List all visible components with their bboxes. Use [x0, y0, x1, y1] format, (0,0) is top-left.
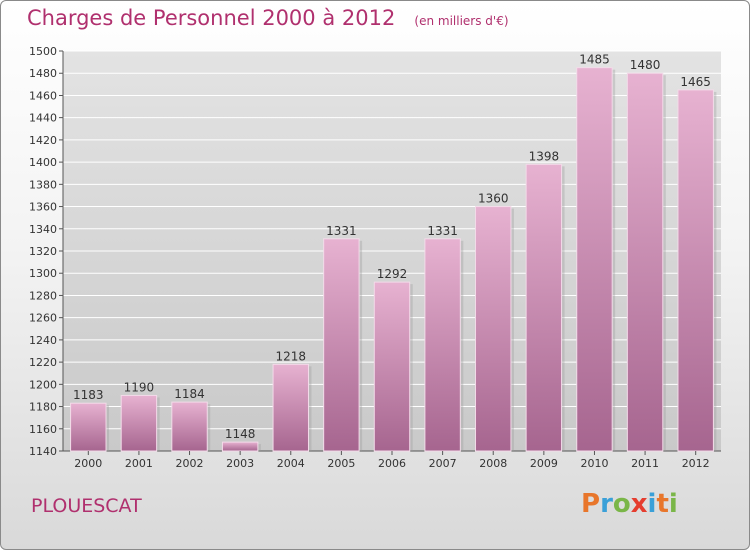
logo-letter: P	[581, 489, 601, 519]
x-tick-label: 2002	[176, 457, 204, 470]
x-tick-label: 2007	[429, 457, 457, 470]
x-tick-label: 2003	[226, 457, 254, 470]
y-tick-label: 1340	[29, 223, 57, 236]
y-tick-label: 1500	[29, 45, 57, 58]
bar-value-label: 1480	[630, 58, 661, 72]
bar-value-label: 1184	[174, 387, 205, 401]
bar	[171, 401, 208, 452]
x-tick-label: 2012	[682, 457, 710, 470]
x-tick-label: 2008	[479, 457, 507, 470]
y-tick-label: 1360	[29, 201, 57, 214]
bar-value-label: 1331	[326, 224, 357, 238]
bar	[525, 163, 563, 452]
y-tick-label: 1460	[29, 89, 57, 102]
bar	[70, 402, 107, 452]
logo-letter: i	[647, 489, 657, 519]
bar-value-label: 1292	[377, 267, 408, 281]
y-tick-label: 1420	[29, 134, 57, 147]
bar	[221, 441, 259, 452]
bar	[272, 363, 309, 452]
x-tick-label: 2006	[378, 457, 406, 470]
x-tick-label: 2000	[74, 457, 102, 470]
bar	[120, 394, 158, 452]
chart-subtitle: (en milliers d'€)	[414, 14, 509, 28]
bar	[424, 238, 461, 452]
proxiti-logo: Proxiti	[581, 489, 678, 519]
bar	[626, 72, 664, 452]
y-tick-label: 1280	[29, 289, 57, 302]
logo-letter: o	[612, 489, 631, 519]
bar	[677, 89, 714, 452]
bar-value-label: 1218	[275, 349, 306, 363]
y-tick-label: 1260	[29, 312, 57, 325]
bar-value-label: 1485	[579, 53, 610, 67]
bar-value-label: 1360	[478, 192, 509, 206]
y-tick-label: 1480	[29, 67, 57, 80]
chart-title: Charges de Personnel 2000 à 2012	[27, 6, 396, 30]
bar-value-label: 1465	[680, 75, 711, 89]
logo-letter: i	[668, 489, 678, 519]
bar-value-label: 1148	[225, 427, 256, 441]
bar	[373, 281, 411, 452]
y-tick-label: 1400	[29, 156, 57, 169]
bar	[323, 238, 360, 452]
bar	[576, 67, 613, 452]
x-tick-label: 2001	[125, 457, 153, 470]
y-tick-label: 1240	[29, 334, 57, 347]
logo-letter: r	[600, 489, 613, 519]
bar-value-label: 1331	[427, 224, 458, 238]
bar-value-label: 1190	[124, 380, 155, 394]
y-tick-label: 1380	[29, 178, 57, 191]
y-tick-label: 1180	[29, 401, 57, 414]
x-tick-label: 2005	[327, 457, 355, 470]
logo-letter: t	[656, 489, 669, 519]
y-tick-label: 1200	[29, 378, 57, 391]
chart-title-group: Charges de Personnel 2000 à 2012 (en mil…	[27, 6, 509, 30]
y-tick-label: 1220	[29, 356, 57, 369]
commune-name: PLOUESCAT	[31, 495, 142, 517]
y-tick-label: 1140	[29, 445, 57, 458]
bar	[475, 206, 512, 452]
y-tick-label: 1300	[29, 267, 57, 280]
y-tick-label: 1440	[29, 112, 57, 125]
logo-letter: x	[630, 489, 648, 519]
bar-value-label: 1183	[73, 388, 104, 402]
x-tick-label: 2009	[530, 457, 558, 470]
y-tick-label: 1320	[29, 245, 57, 258]
bar-value-label: 1398	[529, 149, 560, 163]
x-tick-label: 2010	[580, 457, 608, 470]
x-tick-label: 2011	[631, 457, 659, 470]
y-tick-label: 1160	[29, 423, 57, 436]
x-tick-label: 2004	[277, 457, 305, 470]
